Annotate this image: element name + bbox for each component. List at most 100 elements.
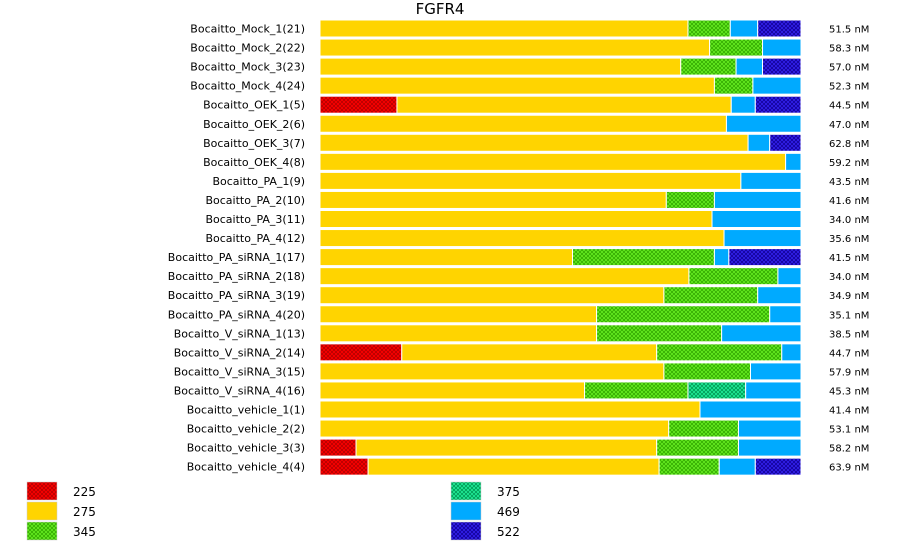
row-label: Bocaitto_PA_siRNA_4(20) [168,308,305,321]
bar-segment-469 [737,438,802,457]
bar-segment-345 [572,248,715,267]
legend-swatch [26,481,58,501]
bar-row: Bocaitto_PA_2(10) 41.6 nM [205,190,869,209]
legend-label: 469 [497,505,520,519]
bar-segment-469 [745,381,802,400]
row-label: Bocaitto_Mock_3(23) [190,61,305,74]
bar-segment-275 [319,57,682,76]
concentration-label: 57.9 nM [829,367,869,378]
bar-segment-345 [680,57,737,76]
bar-segment-469 [752,76,802,95]
row-label: Bocaitto_PA_1(9) [212,175,305,188]
legend-label: 225 [73,485,96,499]
bar-segment-225 [319,457,369,476]
concentration-label: 53.1 nM [829,425,869,436]
row-label: Bocaitto_PA_4(12) [205,232,305,245]
bar-row: Bocaitto_V_siRNA_2(14) 44.7 nM [174,343,869,362]
bar-segment-345 [658,457,720,476]
bar-row: Bocaitto_vehicle_4(4) 63.9 nM [187,457,869,476]
bar-segment-469 [757,286,802,305]
bar-segment-469 [750,362,802,381]
bar-segment-522 [769,133,802,152]
row-label: Bocaitto_vehicle_1(1) [187,404,305,417]
row-label: Bocaitto_vehicle_3(3) [187,442,305,455]
bar-segment-345 [668,419,739,438]
bar-segment-469 [735,57,764,76]
bar-row: Bocaitto_PA_siRNA_1(17) 41.5 nM [168,248,869,267]
concentration-label: 43.5 nM [829,177,869,188]
concentration-label: 44.7 nM [829,348,869,359]
concentration-label: 41.5 nM [829,253,869,264]
legend-label: 275 [73,505,96,519]
bar-row: Bocaitto_V_siRNA_4(16) 45.3 nM [174,381,869,400]
bar-segment-275 [319,324,598,343]
bar-segment-275 [319,133,749,152]
row-label: Bocaitto_PA_siRNA_3(19) [168,289,305,302]
legend-swatch [450,501,482,521]
row-label: Bocaitto_PA_2(10) [205,194,305,207]
bar-segment-275 [401,343,658,362]
bar-segment-469 [721,324,802,343]
bar-segment-275 [319,114,727,133]
bar-segment-469 [713,190,802,209]
bar-segment-522 [728,248,802,267]
bar-segment-275 [319,267,690,286]
bar-row: Bocaitto_PA_siRNA_2(18) 34.0 nM [168,267,869,286]
bar-row: Bocaitto_PA_1(9) 43.5 nM [212,171,869,190]
legend-item-345: 345 [26,521,96,541]
concentration-label: 59.2 nM [829,158,869,169]
bar-segment-275 [319,19,689,38]
legend-label: 345 [73,525,96,539]
bar-row: Bocaitto_V_siRNA_1(13) 38.5 nM [174,324,869,343]
bar-row: Bocaitto_PA_4(12) 35.6 nM [205,229,869,248]
bar-segment-522 [757,19,802,38]
bar-segment-345 [584,381,689,400]
bar-segment-469 [769,305,802,324]
row-label: Bocaitto_V_siRNA_4(16) [174,384,305,397]
bar-row: Bocaitto_PA_siRNA_3(19) 34.9 nM [168,286,869,305]
concentration-label: 58.3 nM [829,44,869,55]
concentration-label: 41.4 nM [829,406,869,417]
bar-segment-345 [663,286,759,305]
row-label: Bocaitto_V_siRNA_3(15) [174,365,305,378]
row-label: Bocaitto_PA_3(11) [205,213,305,226]
concentration-label: 51.5 nM [829,25,869,36]
bar-segment-469 [785,152,802,171]
bar-segment-469 [740,171,802,190]
concentration-label: 35.1 nM [829,310,869,321]
bar-segment-275 [367,457,660,476]
concentration-label: 63.9 nM [829,463,869,474]
legend-swatch [26,501,58,521]
bar-segment-469 [737,419,802,438]
bar-segment-469 [762,38,802,57]
concentration-label: 58.2 nM [829,444,869,455]
bar-segment-275 [319,171,742,190]
bar-segment-469 [747,133,771,152]
bar-segment-275 [319,76,715,95]
legend-swatch [450,521,482,541]
bar-segment-469 [725,114,802,133]
bar-segment-225 [319,343,403,362]
bar-segment-275 [319,38,711,57]
bar-row: Bocaitto_OEK_3(7) 62.8 nM [203,133,869,152]
bar-segment-275 [319,152,787,171]
concentration-label: 34.0 nM [829,272,869,283]
bar-segment-275 [319,229,725,248]
bar-segment-522 [762,57,802,76]
legend-item-225: 225 [26,481,96,501]
bar-segment-345 [713,76,754,95]
bar-segment-275 [319,190,667,209]
row-label: Bocaitto_OEK_1(5) [203,99,305,112]
legend-swatch [26,521,58,541]
bar-segment-469 [781,343,802,362]
bar-row: Bocaitto_Mock_4(24) 52.3 nM [190,76,869,95]
bar-row: Bocaitto_OEK_1(5) 44.5 nM [203,95,869,114]
row-label: Bocaitto_vehicle_2(2) [187,423,305,436]
bar-segment-469 [777,267,802,286]
bar-segment-345 [596,305,771,324]
row-label: Bocaitto_V_siRNA_1(13) [174,327,305,340]
row-label: Bocaitto_OEK_4(8) [203,156,305,169]
bar-segment-469 [699,400,802,419]
bar-segment-225 [319,95,398,114]
